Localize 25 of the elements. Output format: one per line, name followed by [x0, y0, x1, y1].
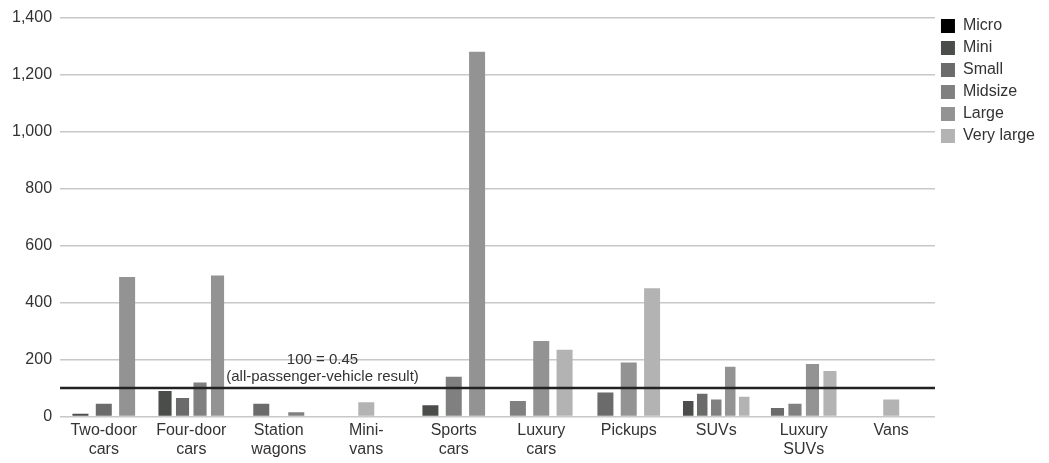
ref-line-label: 100 = 0.45 (all-passenger-vehicle result) [226, 349, 419, 384]
x-tick-label: Vans [873, 420, 909, 438]
y-tick-label: 400 [25, 293, 53, 311]
x-tick-label: SUVs [695, 420, 737, 438]
legend-label: Very large [962, 126, 1036, 144]
y-tick-label: 1,200 [11, 65, 53, 83]
legend-label: Micro [962, 16, 1003, 34]
legend-label: Mini [962, 38, 993, 56]
legend-label: Small [962, 60, 1003, 78]
legend-label: Midsize [962, 82, 1018, 100]
x-tick-label: Four-door cars [156, 420, 228, 457]
y-tick-label: 200 [25, 350, 53, 368]
x-tick-label: Station wagons [250, 420, 307, 457]
x-tick-label: Two-door cars [70, 420, 138, 457]
x-tick-label: Sports cars [430, 420, 477, 457]
x-tick-label: Mini-vans [348, 420, 384, 457]
x-tick-label: Luxury cars [517, 420, 566, 457]
legend-label: Large [962, 104, 1004, 122]
y-tick-label: 800 [25, 179, 53, 197]
y-tick-label: 0 [43, 407, 53, 425]
y-tick-label: 600 [25, 236, 53, 254]
x-tick-label: Pickups [600, 420, 657, 438]
y-tick-label: 1,000 [11, 122, 53, 140]
x-tick-label: Luxury SUVs [779, 420, 828, 457]
y-tick-label: 1,400 [11, 8, 53, 26]
